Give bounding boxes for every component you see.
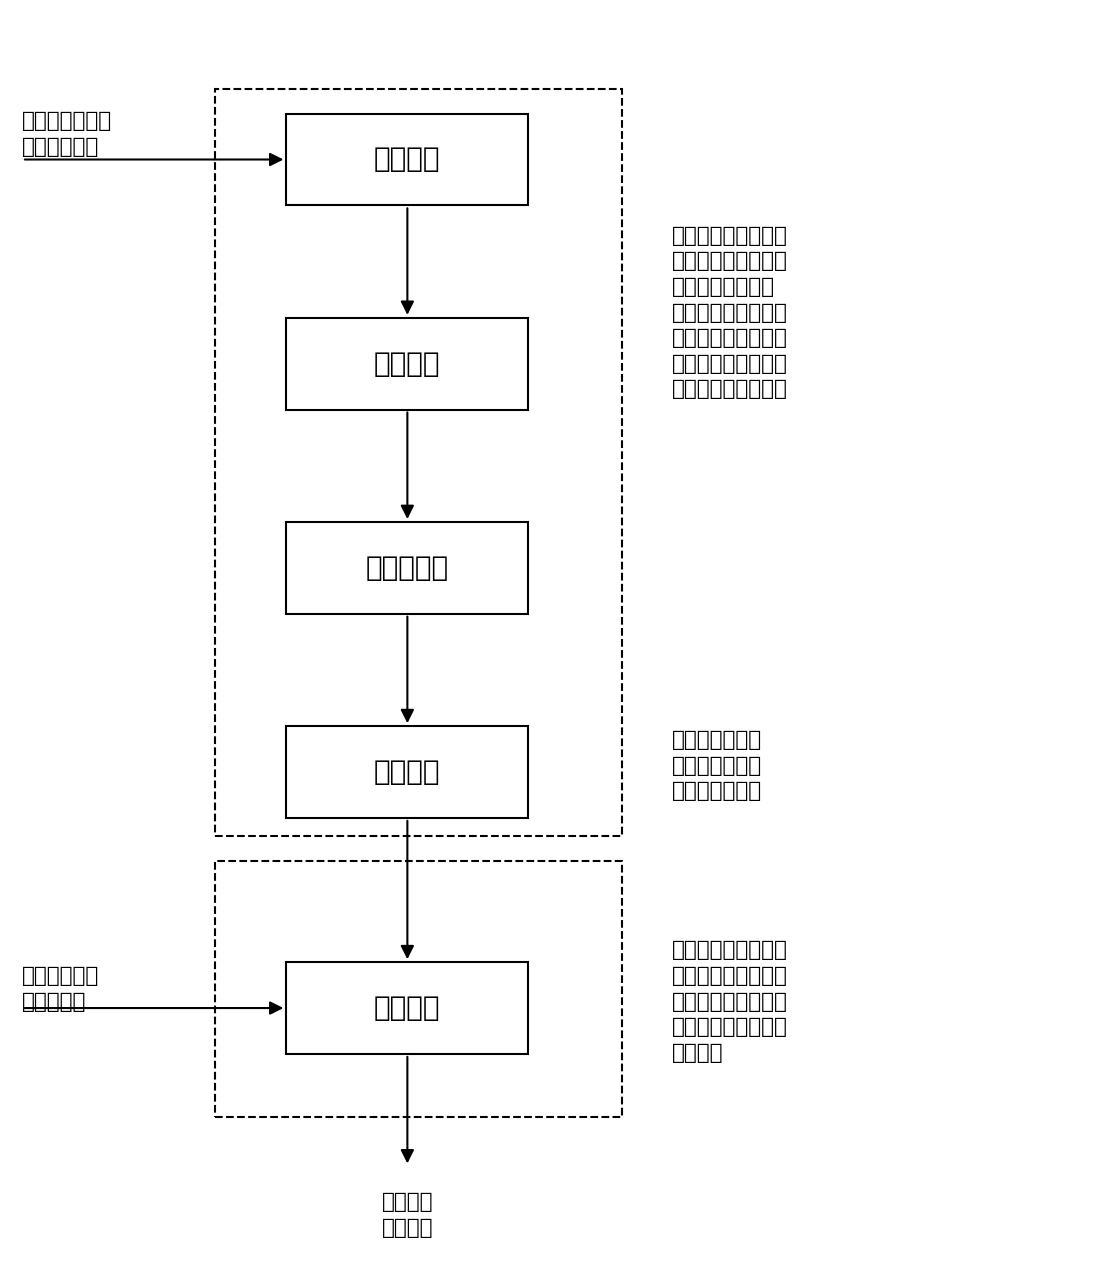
Text: 实际应用: 实际应用	[374, 994, 440, 1022]
Text: 所有已知目标类
型的训练数据: 所有已知目标类 型的训练数据	[22, 111, 112, 157]
Text: 未知目标类型
的测试数据: 未知目标类型 的测试数据	[22, 966, 99, 1012]
Bar	[286, 114, 528, 205]
Text: 特征提取: 特征提取	[374, 350, 440, 378]
Bar	[215, 89, 622, 836]
Text: 目标分类
判决结果: 目标分类 判决结果	[382, 1192, 433, 1238]
Text: 交叉测试: 交叉测试	[374, 758, 440, 786]
Bar	[286, 318, 528, 410]
Text: 对已知类型的训练数
据，根据相应特征提
取、分类器设计方
法，形成当前环境、
当前场地下的分类器
系数，并对分类器系
数的有效性进行测试: 对已知类型的训练数 据，根据相应特征提 取、分类器设计方 法，形成当前环境、 当…	[672, 226, 787, 399]
Text: 多级分类器系数
及每类特征参数
识别有效性权重: 多级分类器系数 及每类特征参数 识别有效性权重	[672, 730, 762, 801]
Text: 数据筛选: 数据筛选	[374, 145, 440, 174]
Bar	[215, 861, 622, 1116]
Text: 对未知目标类型的测
试数据，根据训练形
成的分类器系数及权
重参数，进行目标检
测和分类: 对未知目标类型的测 试数据，根据训练形 成的分类器系数及权 重参数，进行目标检 …	[672, 940, 787, 1063]
Bar	[286, 522, 528, 614]
Bar	[286, 726, 528, 818]
Bar	[286, 962, 528, 1054]
Text: 分类器设计: 分类器设计	[366, 554, 449, 582]
